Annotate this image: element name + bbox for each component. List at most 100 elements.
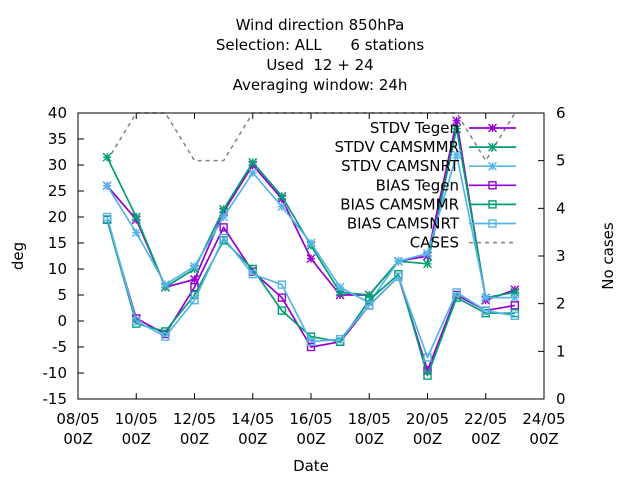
y-tick-label: 25	[48, 182, 67, 200]
chart-title-line-1: Wind direction 850hPa	[235, 16, 405, 34]
legend-marker	[488, 161, 497, 171]
series-bias-camsnrt	[102, 212, 520, 362]
y-tick-label: -15	[43, 390, 68, 408]
y2-tick-label: 0	[556, 390, 566, 408]
x-tick-label-date: 14/05	[231, 410, 274, 428]
y2-tick-label: 4	[556, 199, 566, 217]
x-tick-label-hour: 00Z	[63, 430, 92, 448]
data-point	[102, 212, 112, 222]
chart-title-line-4: Averaging window: 24h	[232, 76, 408, 94]
y-tick-label: 5	[57, 286, 67, 304]
data-point	[335, 282, 345, 292]
legend-marker	[488, 219, 497, 228]
chart-title-line-2: Selection: ALL 6 stations	[215, 36, 425, 54]
series-line	[106, 219, 515, 377]
data-point	[452, 124, 462, 134]
data-point	[365, 296, 374, 305]
legend-label: BIAS CAMSMMR	[340, 195, 459, 213]
y2-tick-label: 3	[556, 247, 566, 265]
legend-label: BIAS CAMSNRT	[347, 215, 460, 233]
data-point	[510, 293, 520, 303]
data-point	[423, 353, 432, 362]
x-tick-label-date: 12/05	[173, 410, 216, 428]
data-point	[219, 223, 228, 232]
legend-marker	[488, 181, 497, 190]
y2-tick-label: 1	[556, 342, 566, 360]
x-tick-label-hour: 00Z	[355, 430, 384, 448]
x-tick-label-date: 18/05	[348, 410, 391, 428]
data-point	[277, 306, 287, 315]
y-axis-label: deg	[9, 242, 27, 270]
y2-tick-label: 6	[556, 104, 566, 122]
data-point	[481, 293, 491, 303]
y2-axis-label: No cases	[599, 222, 617, 290]
data-point	[452, 288, 461, 297]
data-point	[102, 152, 112, 162]
data-point	[131, 228, 141, 238]
data-point	[219, 233, 228, 243]
data-point	[190, 261, 199, 271]
data-point	[277, 293, 287, 302]
legend-label: CASES	[410, 234, 459, 252]
data-point	[131, 212, 141, 222]
data-point	[132, 316, 141, 326]
x-tick-label-hour: 00Z	[122, 430, 151, 448]
data-point	[190, 296, 199, 305]
y2-tick-label: 5	[556, 152, 566, 170]
y-tick-label: 10	[48, 260, 67, 278]
tick-group: -15 -10 -5 0 5 10 15 20 25 30 35 40 0 1 2 3 4 5 6 08/05 00Z 1…	[43, 104, 566, 448]
x-tick-label-hour: 00Z	[413, 430, 442, 448]
x-tick-label-date: 20/05	[406, 410, 449, 428]
x-tick-label-hour: 00Z	[238, 430, 267, 448]
x-tick-label-date: 22/05	[464, 410, 507, 428]
data-point	[248, 168, 258, 178]
data-point	[393, 256, 403, 266]
legend-marker	[488, 142, 497, 152]
chart-title-line-3: Used 12 + 24	[266, 56, 374, 74]
legend-marker	[488, 200, 497, 209]
y-tick-label: 15	[48, 234, 67, 252]
legend-label: STDV CAMSNRT	[341, 157, 460, 175]
data-point	[161, 332, 170, 341]
data-point	[423, 259, 432, 269]
x-tick-label-hour: 00Z	[180, 430, 209, 448]
legend-label: BIAS Tegen	[376, 176, 459, 194]
data-point	[306, 337, 316, 346]
data-point	[510, 301, 520, 310]
data-point	[335, 335, 345, 344]
data-point	[481, 306, 490, 315]
y-tick-label: 40	[48, 104, 67, 122]
data-point	[306, 342, 316, 352]
data-point	[452, 116, 462, 126]
plot-frame	[77, 112, 545, 400]
data-point	[452, 150, 462, 160]
data-point	[248, 157, 258, 167]
y-tick-label: 0	[57, 312, 67, 330]
y-tick-label: -10	[43, 364, 68, 382]
x-tick-label-date: 10/05	[115, 410, 158, 428]
y-tick-label: 35	[48, 130, 67, 148]
legend-marker	[488, 123, 497, 133]
y2-tick-label: 2	[556, 295, 566, 313]
data-point	[423, 248, 432, 258]
data-point	[394, 272, 403, 281]
data-point	[423, 371, 432, 380]
x-tick-label-hour: 00Z	[529, 430, 558, 448]
data-point	[306, 254, 316, 264]
data-point	[365, 301, 374, 310]
y-tick-label: 30	[48, 156, 67, 174]
x-tick-label-date: 16/05	[289, 410, 332, 428]
data-point	[219, 204, 229, 214]
x-tick-label-hour: 00Z	[296, 430, 325, 448]
data-point	[510, 311, 520, 320]
data-point	[277, 280, 287, 289]
data-point	[306, 238, 316, 248]
series-line	[106, 216, 516, 359]
data-point	[160, 280, 170, 290]
x-tick-label-date: 24/05	[522, 410, 565, 428]
data-point	[277, 202, 287, 212]
legend-label: STDV CAMSMMR	[334, 138, 459, 156]
data-point	[102, 181, 112, 191]
